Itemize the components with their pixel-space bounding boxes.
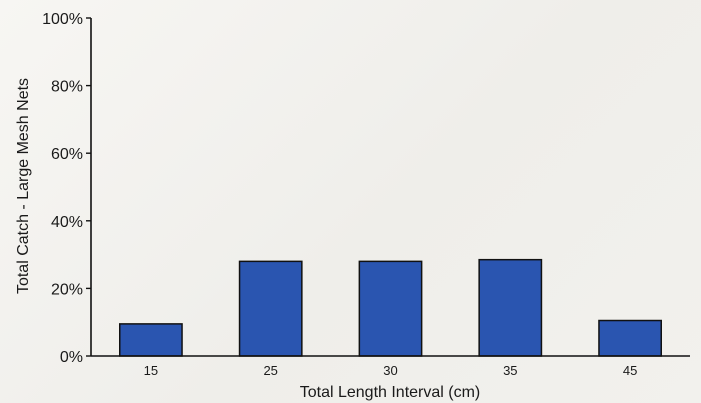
x-tick-label: 25: [263, 363, 277, 378]
x-axis-ticks: 15 25 30 35 45: [144, 363, 638, 378]
x-tick-label: 45: [623, 363, 637, 378]
y-tick-label: 20%: [51, 281, 83, 298]
bar-45: [598, 319, 662, 357]
y-tick-label: 60%: [51, 146, 83, 163]
bar-25: [238, 260, 303, 357]
x-tick-label: 30: [383, 363, 397, 378]
y-tick-label: 100%: [42, 11, 83, 28]
y-tick-label: 40%: [51, 214, 83, 231]
y-tick-label: 0%: [60, 349, 83, 366]
bar-30: [358, 260, 423, 357]
bar-15: [119, 323, 183, 357]
y-tick-label: 80%: [51, 79, 83, 96]
bar-35: [478, 258, 543, 357]
y-axis-ticks: 0% 20% 40% 60% 80% 100%: [42, 11, 91, 366]
x-axis-label: Total Length Interval (cm): [300, 384, 481, 401]
x-tick-label: 15: [144, 363, 158, 378]
y-axis-label: Total Catch - Large Mesh Nets: [15, 78, 32, 294]
bars-group: [119, 258, 662, 357]
x-tick-label: 35: [503, 363, 517, 378]
